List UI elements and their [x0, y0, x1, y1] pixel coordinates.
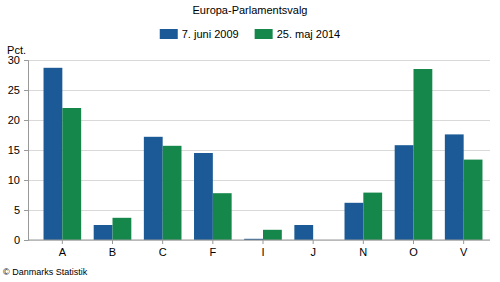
legend-label: 25. maj 2014 [277, 28, 341, 40]
bar [345, 203, 364, 240]
bar [464, 160, 483, 240]
y-tick-mark [24, 90, 28, 91]
legend-swatch [255, 29, 273, 39]
x-tick-mark [263, 240, 264, 244]
x-tick-mark [413, 240, 414, 244]
x-tick-label: A [59, 246, 67, 258]
x-tick-label: C [159, 246, 167, 258]
y-tick: 25 [8, 84, 28, 96]
x-tick: F [209, 240, 216, 258]
y-tick-label: 10 [8, 174, 20, 186]
y-tick: 20 [8, 114, 28, 126]
y-tick: 15 [8, 144, 28, 156]
y-tick: 0 [14, 234, 28, 246]
x-tick: I [261, 240, 264, 258]
x-tick-mark [62, 240, 63, 244]
y-tick-mark [24, 210, 28, 211]
y-tick-label: 25 [8, 84, 20, 96]
x-tick-mark [212, 240, 213, 244]
x-tick: B [109, 240, 116, 258]
legend-item: 7. juni 2009 [160, 28, 239, 40]
y-tick: 5 [14, 204, 28, 216]
bars [44, 68, 483, 240]
y-tick: 10 [8, 174, 28, 186]
y-tick-label: 0 [14, 234, 20, 246]
bar [163, 146, 182, 240]
y-tick-mark [24, 120, 28, 121]
chart: Europa-Parlamentsvalg051015202530ABCFIJN… [0, 0, 500, 282]
title: Europa-Parlamentsvalg [193, 4, 308, 16]
x-tick-label: V [460, 246, 468, 258]
bar [413, 69, 432, 240]
x-tick-label: J [310, 246, 316, 258]
y-tick-mark [24, 60, 28, 61]
x-tick: J [310, 240, 316, 258]
bar [213, 193, 232, 240]
y-axis: 051015202530 [8, 54, 29, 246]
bar [395, 145, 414, 240]
x-tick: V [460, 240, 468, 258]
x-tick-label: B [109, 246, 116, 258]
bar [363, 193, 382, 240]
bar [62, 108, 81, 240]
bar [94, 225, 113, 240]
y-tick-mark [24, 150, 28, 151]
bar [263, 230, 282, 240]
x-tick: C [159, 240, 167, 258]
x-tick-mark [363, 240, 364, 244]
y-tick-label: 5 [14, 204, 20, 216]
x-tick: O [409, 240, 418, 258]
grid [28, 60, 490, 240]
x-tick-label: N [359, 246, 367, 258]
y-axis-title: Pct. [7, 44, 26, 56]
y-tick-mark [24, 180, 28, 181]
grid-line [28, 60, 490, 61]
legend-item: 25. maj 2014 [255, 28, 341, 40]
legend-swatch [160, 29, 178, 39]
x-axis-line [28, 240, 490, 241]
bar [445, 134, 464, 240]
x-tick-mark [162, 240, 163, 244]
x-tick-mark [463, 240, 464, 244]
y-tick-mark [24, 240, 28, 241]
x-tick-label: F [209, 246, 216, 258]
legend: 7. juni 2009 25. maj 2014 [160, 28, 341, 40]
grid-line [28, 240, 490, 241]
x-tick-mark [313, 240, 314, 244]
bar [44, 68, 63, 240]
x-tick: N [359, 240, 367, 258]
x-tick-label: I [261, 246, 264, 258]
y-axis-line [24, 61, 29, 241]
x-axis: ABCFIJNOV [28, 240, 490, 258]
legend-label: 7. juni 2009 [182, 28, 239, 40]
bar [113, 218, 132, 240]
x-tick-label: O [409, 246, 418, 258]
bar [144, 137, 163, 240]
source: © Danmarks Statistik [3, 267, 88, 277]
bar [294, 225, 313, 240]
x-tick: A [59, 240, 67, 258]
bar [194, 153, 213, 240]
x-tick-mark [112, 240, 113, 244]
y-tick-label: 20 [8, 114, 20, 126]
y-tick-label: 15 [8, 144, 20, 156]
